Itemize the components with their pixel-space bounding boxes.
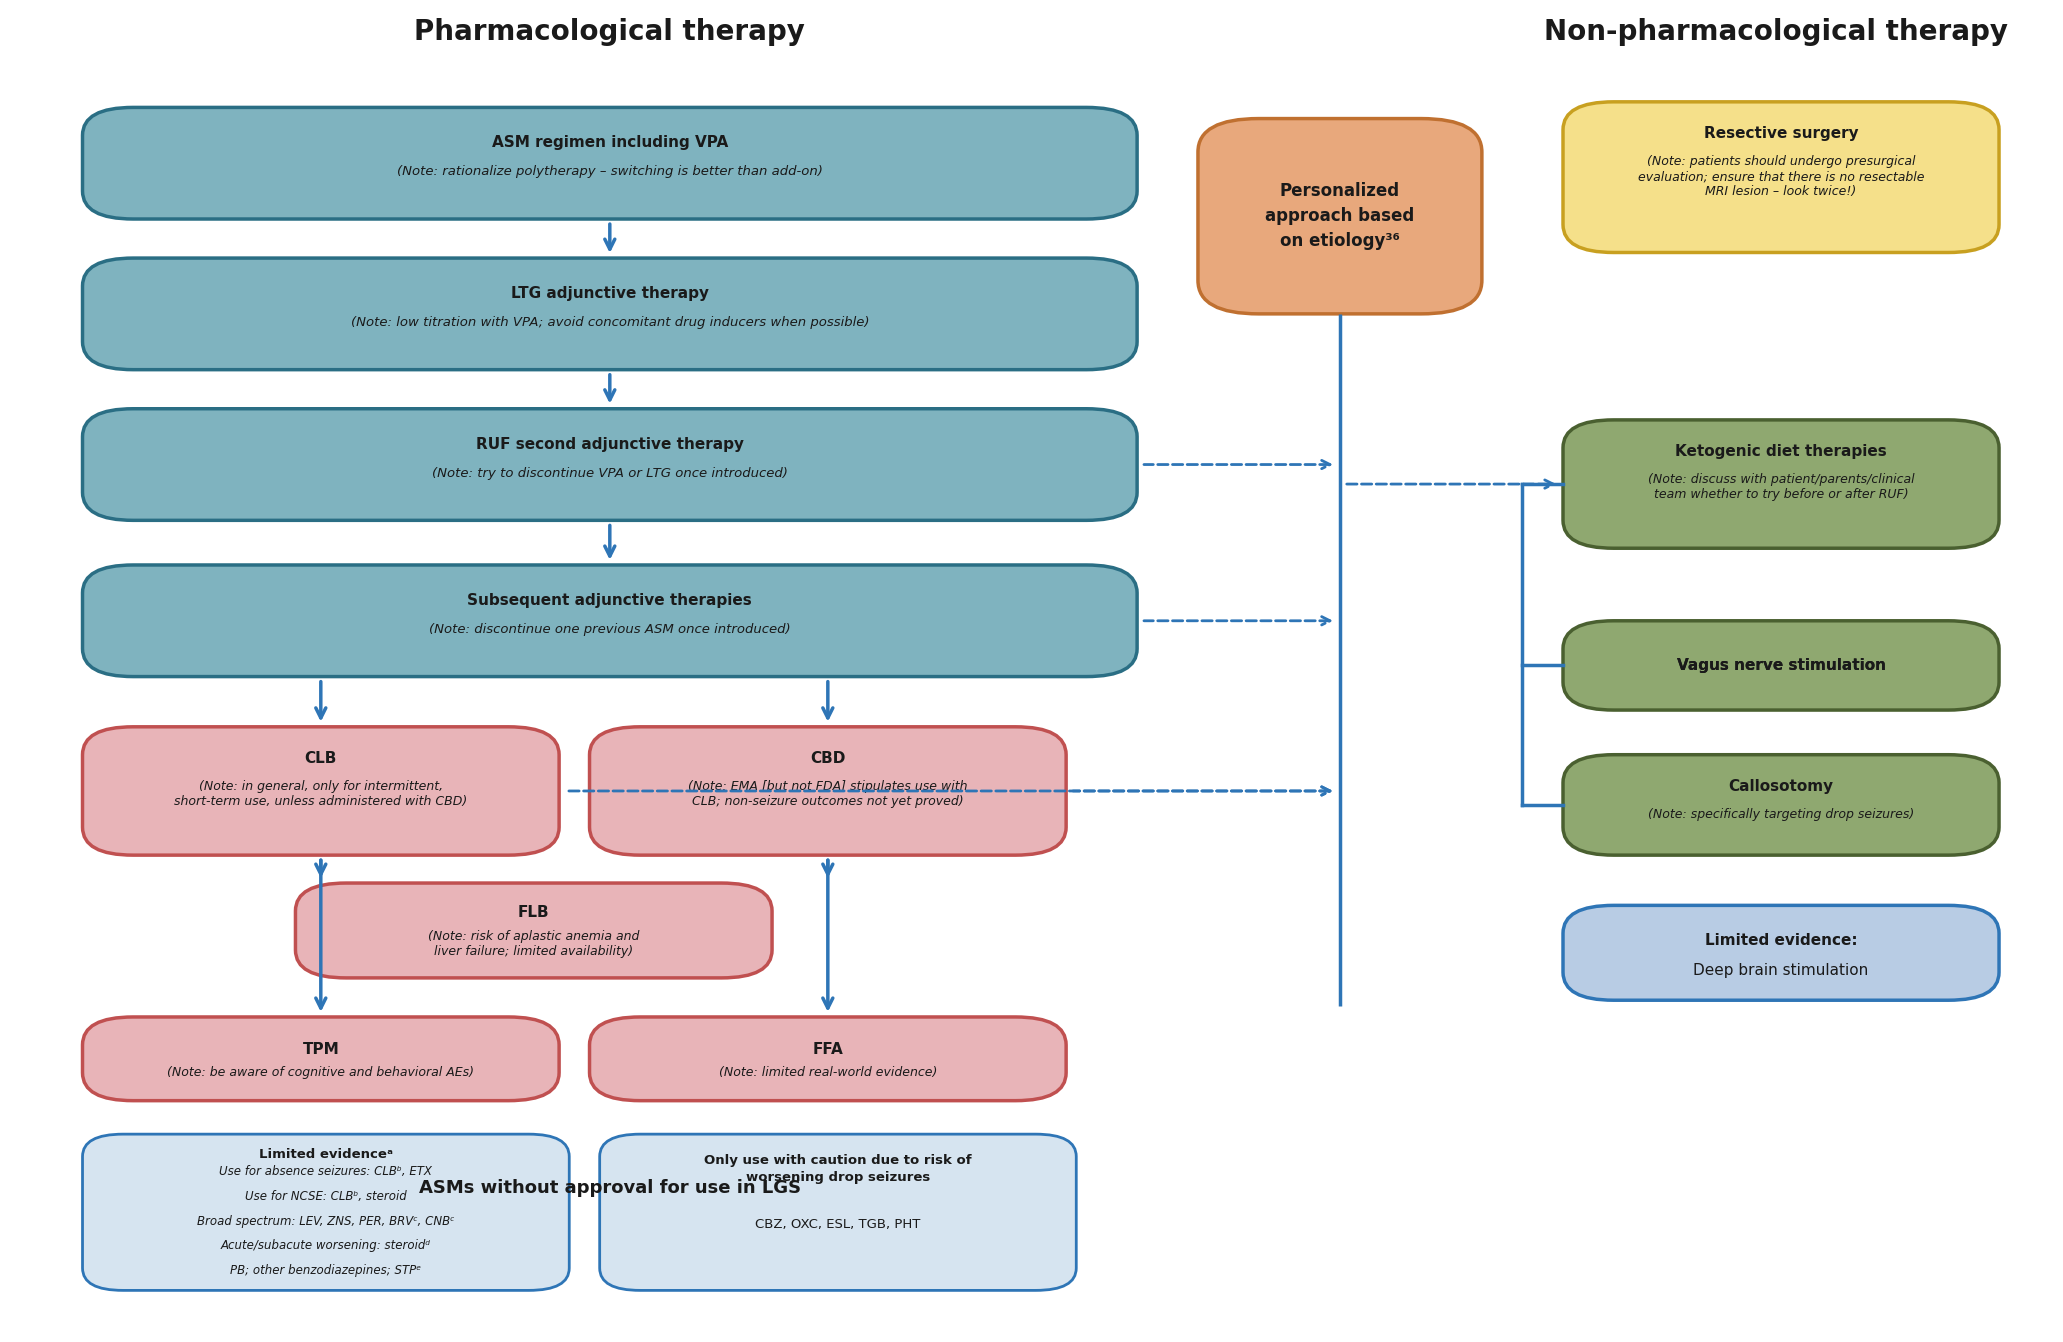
Text: Only use with caution due to risk of
worsening drop seizures: Only use with caution due to risk of wor… [703, 1154, 972, 1184]
Text: CBZ, OXC, ESL, TGB, PHT: CBZ, OXC, ESL, TGB, PHT [755, 1217, 920, 1231]
Text: (Note: EMA [but not FDA] stipulates use with
CLB; non-seizure outcomes not yet p: (Note: EMA [but not FDA] stipulates use … [689, 780, 968, 808]
Text: ASMs without approval for use in LGS: ASMs without approval for use in LGS [419, 1178, 800, 1197]
FancyBboxPatch shape [83, 1017, 559, 1100]
Text: LTG adjunctive therapy: LTG adjunctive therapy [512, 286, 710, 301]
Text: Resective surgery: Resective surgery [1704, 126, 1859, 141]
Text: (Note: rationalize polytherapy – switching is better than add-on): (Note: rationalize polytherapy – switchi… [396, 165, 823, 178]
Text: (Note: patients should undergo presurgical
evaluation; ensure that there is no r: (Note: patients should undergo presurgic… [1638, 156, 1925, 199]
Text: Pharmacological therapy: Pharmacological therapy [415, 17, 805, 46]
Text: PB; other benzodiazepines; STPᵉ: PB; other benzodiazepines; STPᵉ [231, 1264, 421, 1276]
FancyBboxPatch shape [83, 565, 1137, 676]
FancyBboxPatch shape [590, 1017, 1067, 1100]
FancyBboxPatch shape [295, 883, 772, 978]
FancyBboxPatch shape [83, 409, 1137, 521]
Text: Vagus nerve stimulation: Vagus nerve stimulation [1677, 658, 1886, 672]
Text: (Note: low titration with VPA; avoid concomitant drug inducers when possible): (Note: low titration with VPA; avoid con… [351, 317, 869, 329]
Text: Personalized
approach based
on etiology³⁶: Personalized approach based on etiology³… [1265, 183, 1415, 250]
FancyBboxPatch shape [83, 258, 1137, 369]
FancyBboxPatch shape [600, 1134, 1077, 1291]
Text: Ketogenic diet therapies: Ketogenic diet therapies [1675, 444, 1888, 459]
FancyBboxPatch shape [590, 727, 1067, 855]
Text: FFA: FFA [813, 1041, 844, 1056]
Text: Non-pharmacological therapy: Non-pharmacological therapy [1543, 17, 2007, 46]
FancyBboxPatch shape [1564, 906, 1999, 1000]
FancyBboxPatch shape [83, 727, 559, 855]
Text: (Note: in general, only for intermittent,
short-term use, unless administered wi: (Note: in general, only for intermittent… [173, 780, 468, 808]
Text: (Note: specifically targeting drop seizures): (Note: specifically targeting drop seizu… [1648, 808, 1914, 821]
Text: Subsequent adjunctive therapies: Subsequent adjunctive therapies [468, 593, 753, 608]
Text: (Note: try to discontinue VPA or LTG once introduced): (Note: try to discontinue VPA or LTG onc… [431, 467, 788, 480]
FancyBboxPatch shape [1564, 621, 1999, 710]
Text: (Note: discontinue one previous ASM once introduced): (Note: discontinue one previous ASM once… [429, 623, 790, 636]
Text: Vagus nerve stimulation: Vagus nerve stimulation [1677, 658, 1886, 672]
Text: Acute/subacute worsening: steroidᵈ: Acute/subacute worsening: steroidᵈ [221, 1239, 431, 1252]
FancyBboxPatch shape [1564, 420, 1999, 549]
Text: CBD: CBD [811, 752, 846, 766]
Text: Limited evidence:: Limited evidence: [1704, 933, 1857, 949]
Text: RUF second adjunctive therapy: RUF second adjunctive therapy [477, 436, 745, 452]
Text: ASM regimen including VPA: ASM regimen including VPA [491, 136, 728, 150]
Text: Deep brain stimulation: Deep brain stimulation [1694, 964, 1869, 978]
Text: (Note: limited real-world evidence): (Note: limited real-world evidence) [718, 1066, 937, 1079]
Text: (Note: be aware of cognitive and behavioral AEs): (Note: be aware of cognitive and behavio… [167, 1066, 474, 1079]
Text: TPM: TPM [303, 1041, 338, 1056]
FancyBboxPatch shape [83, 107, 1137, 219]
FancyBboxPatch shape [1564, 754, 1999, 855]
FancyBboxPatch shape [83, 1134, 569, 1291]
Text: (Note: discuss with patient/parents/clinical
team whether to try before or after: (Note: discuss with patient/parents/clin… [1648, 474, 1914, 502]
Text: Limited evidenceᵃ: Limited evidenceᵃ [258, 1147, 392, 1161]
Text: Broad spectrum: LEV, ZNS, PER, BRVᶜ, CNBᶜ: Broad spectrum: LEV, ZNS, PER, BRVᶜ, CNB… [198, 1215, 454, 1228]
Text: Use for absence seizures: CLBᵇ, ETX: Use for absence seizures: CLBᵇ, ETX [219, 1165, 433, 1178]
Text: FLB: FLB [518, 906, 549, 921]
Text: Use for NCSE: CLBᵇ, steroid: Use for NCSE: CLBᵇ, steroid [245, 1190, 406, 1202]
Text: (Note: risk of aplastic anemia and
liver failure; limited availability): (Note: risk of aplastic anemia and liver… [427, 930, 640, 958]
Text: CLB: CLB [305, 752, 336, 766]
Text: Callosotomy: Callosotomy [1729, 780, 1834, 794]
FancyBboxPatch shape [1564, 102, 1999, 252]
FancyBboxPatch shape [1199, 118, 1481, 314]
